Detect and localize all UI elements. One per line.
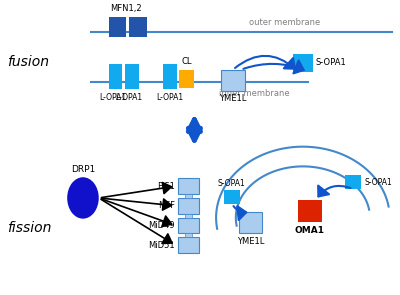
Bar	[163, 64, 177, 89]
Text: outer membrane: outer membrane	[249, 18, 320, 27]
Text: MiD51: MiD51	[148, 241, 175, 250]
Ellipse shape	[67, 177, 99, 219]
Text: CL: CL	[181, 57, 192, 66]
Text: OMA1: OMA1	[295, 226, 325, 235]
Bar	[221, 70, 245, 91]
Text: L-OPA1: L-OPA1	[99, 94, 126, 102]
Bar	[178, 178, 199, 194]
Bar	[184, 194, 192, 198]
Text: fusion: fusion	[7, 55, 49, 69]
Text: MFF: MFF	[158, 201, 175, 210]
Text: L-OPA1: L-OPA1	[156, 94, 183, 102]
Text: MFN1,2: MFN1,2	[110, 4, 142, 13]
Text: MiD49: MiD49	[148, 221, 175, 230]
Text: YME1L: YME1L	[237, 237, 264, 246]
Bar	[109, 64, 122, 89]
Bar	[239, 212, 262, 233]
Text: FIS1: FIS1	[157, 182, 175, 191]
Bar	[184, 214, 192, 218]
Bar	[109, 17, 126, 37]
Bar	[129, 17, 147, 37]
Bar	[178, 198, 199, 214]
Bar	[184, 233, 192, 237]
Bar	[178, 237, 199, 253]
Bar	[345, 175, 361, 189]
Text: S-OPA1: S-OPA1	[364, 178, 392, 187]
Text: L-OPA1: L-OPA1	[116, 94, 143, 102]
Bar	[125, 64, 139, 89]
Text: S-OPA1: S-OPA1	[316, 58, 346, 67]
Text: inner membrane: inner membrane	[219, 89, 290, 99]
Bar	[224, 190, 240, 204]
Bar	[178, 218, 199, 233]
Text: S-OPA1: S-OPA1	[218, 179, 246, 188]
Bar	[293, 54, 313, 72]
Bar	[179, 70, 194, 88]
Bar	[298, 200, 322, 222]
Text: YME1L: YME1L	[219, 94, 246, 104]
Text: fission: fission	[7, 221, 52, 235]
Text: DRP1: DRP1	[71, 165, 95, 174]
